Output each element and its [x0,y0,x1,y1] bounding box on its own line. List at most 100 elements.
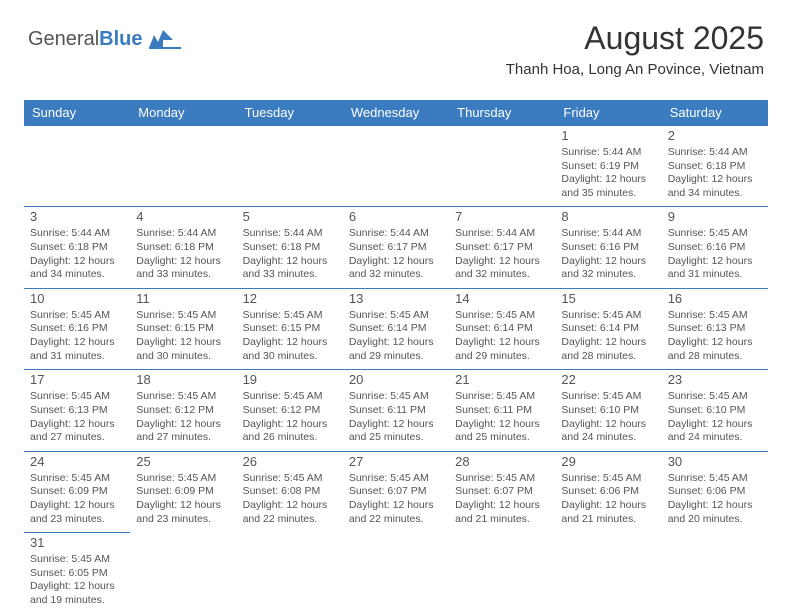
day-number: 8 [561,209,655,226]
calendar-cell: 27Sunrise: 5:45 AMSunset: 6:07 PMDayligh… [343,451,449,532]
day-number: 21 [455,372,549,389]
day-number: 25 [136,454,230,471]
day-header: Friday [555,100,661,126]
sunset-text: Sunset: 6:12 PM [243,404,337,418]
calendar-cell [130,126,236,207]
sunrise-text: Sunrise: 5:45 AM [30,553,124,567]
calendar-cell [237,533,343,614]
sunset-text: Sunset: 6:14 PM [455,322,549,336]
daylight-text: Daylight: 12 hours and 31 minutes. [668,255,762,282]
calendar-week: 1Sunrise: 5:44 AMSunset: 6:19 PMDaylight… [24,126,768,207]
calendar-cell: 1Sunrise: 5:44 AMSunset: 6:19 PMDaylight… [555,126,661,207]
daylight-text: Daylight: 12 hours and 35 minutes. [561,173,655,200]
daylight-text: Daylight: 12 hours and 20 minutes. [668,499,762,526]
sunrise-text: Sunrise: 5:45 AM [349,309,443,323]
header: August 2025 Thanh Hoa, Long An Povince, … [506,20,764,78]
calendar-week: 10Sunrise: 5:45 AMSunset: 6:16 PMDayligh… [24,288,768,369]
day-number: 18 [136,372,230,389]
sunset-text: Sunset: 6:06 PM [561,485,655,499]
daylight-text: Daylight: 12 hours and 28 minutes. [668,336,762,363]
calendar-cell [24,126,130,207]
sunrise-text: Sunrise: 5:45 AM [668,309,762,323]
sunrise-text: Sunrise: 5:45 AM [243,309,337,323]
daylight-text: Daylight: 12 hours and 31 minutes. [30,336,124,363]
sunrise-text: Sunrise: 5:45 AM [561,309,655,323]
day-number: 31 [30,535,124,552]
day-header: Tuesday [237,100,343,126]
daylight-text: Daylight: 12 hours and 30 minutes. [136,336,230,363]
day-number: 17 [30,372,124,389]
day-number: 10 [30,291,124,308]
day-number: 15 [561,291,655,308]
calendar-week: 24Sunrise: 5:45 AMSunset: 6:09 PMDayligh… [24,451,768,532]
daylight-text: Daylight: 12 hours and 29 minutes. [349,336,443,363]
sunrise-text: Sunrise: 5:44 AM [243,227,337,241]
sunset-text: Sunset: 6:18 PM [136,241,230,255]
sunset-text: Sunset: 6:08 PM [243,485,337,499]
calendar-week: 31Sunrise: 5:45 AMSunset: 6:05 PMDayligh… [24,533,768,614]
calendar-cell: 17Sunrise: 5:45 AMSunset: 6:13 PMDayligh… [24,370,130,451]
daylight-text: Daylight: 12 hours and 33 minutes. [243,255,337,282]
sunset-text: Sunset: 6:05 PM [30,567,124,581]
daylight-text: Daylight: 12 hours and 19 minutes. [30,580,124,607]
sunrise-text: Sunrise: 5:45 AM [243,390,337,404]
day-header: Monday [130,100,236,126]
day-number: 2 [668,128,762,145]
daylight-text: Daylight: 12 hours and 27 minutes. [136,418,230,445]
day-number: 1 [561,128,655,145]
sunset-text: Sunset: 6:10 PM [668,404,762,418]
day-number: 14 [455,291,549,308]
calendar-cell: 21Sunrise: 5:45 AMSunset: 6:11 PMDayligh… [449,370,555,451]
sunset-text: Sunset: 6:14 PM [349,322,443,336]
day-number: 26 [243,454,337,471]
calendar-cell: 20Sunrise: 5:45 AMSunset: 6:11 PMDayligh… [343,370,449,451]
sunrise-text: Sunrise: 5:45 AM [668,472,762,486]
daylight-text: Daylight: 12 hours and 21 minutes. [455,499,549,526]
calendar-cell: 5Sunrise: 5:44 AMSunset: 6:18 PMDaylight… [237,207,343,288]
daylight-text: Daylight: 12 hours and 23 minutes. [30,499,124,526]
day-number: 13 [349,291,443,308]
calendar-cell: 22Sunrise: 5:45 AMSunset: 6:10 PMDayligh… [555,370,661,451]
calendar-cell: 18Sunrise: 5:45 AMSunset: 6:12 PMDayligh… [130,370,236,451]
daylight-text: Daylight: 12 hours and 22 minutes. [349,499,443,526]
month-title: August 2025 [506,20,764,57]
calendar-cell: 10Sunrise: 5:45 AMSunset: 6:16 PMDayligh… [24,288,130,369]
sunrise-text: Sunrise: 5:45 AM [455,472,549,486]
calendar-cell: 4Sunrise: 5:44 AMSunset: 6:18 PMDaylight… [130,207,236,288]
sunset-text: Sunset: 6:19 PM [561,160,655,174]
calendar-cell: 12Sunrise: 5:45 AMSunset: 6:15 PMDayligh… [237,288,343,369]
sunrise-text: Sunrise: 5:45 AM [561,472,655,486]
calendar-cell [449,126,555,207]
calendar-week: 17Sunrise: 5:45 AMSunset: 6:13 PMDayligh… [24,370,768,451]
sunset-text: Sunset: 6:16 PM [30,322,124,336]
calendar-cell: 15Sunrise: 5:45 AMSunset: 6:14 PMDayligh… [555,288,661,369]
sunset-text: Sunset: 6:07 PM [455,485,549,499]
daylight-text: Daylight: 12 hours and 34 minutes. [668,173,762,200]
sunset-text: Sunset: 6:11 PM [455,404,549,418]
daylight-text: Daylight: 12 hours and 21 minutes. [561,499,655,526]
day-number: 5 [243,209,337,226]
sunrise-text: Sunrise: 5:45 AM [668,390,762,404]
daylight-text: Daylight: 12 hours and 24 minutes. [668,418,762,445]
sunrise-text: Sunrise: 5:45 AM [30,390,124,404]
day-header-row: SundayMondayTuesdayWednesdayThursdayFrid… [24,100,768,126]
calendar-cell: 6Sunrise: 5:44 AMSunset: 6:17 PMDaylight… [343,207,449,288]
day-number: 12 [243,291,337,308]
calendar-cell: 26Sunrise: 5:45 AMSunset: 6:08 PMDayligh… [237,451,343,532]
day-number: 19 [243,372,337,389]
sunrise-text: Sunrise: 5:45 AM [30,309,124,323]
sunrise-text: Sunrise: 5:45 AM [136,390,230,404]
sunset-text: Sunset: 6:12 PM [136,404,230,418]
calendar-cell: 28Sunrise: 5:45 AMSunset: 6:07 PMDayligh… [449,451,555,532]
calendar-cell: 24Sunrise: 5:45 AMSunset: 6:09 PMDayligh… [24,451,130,532]
day-number: 11 [136,291,230,308]
sunrise-text: Sunrise: 5:44 AM [561,227,655,241]
sunrise-text: Sunrise: 5:45 AM [455,309,549,323]
day-number: 28 [455,454,549,471]
day-number: 4 [136,209,230,226]
sunrise-text: Sunrise: 5:45 AM [668,227,762,241]
daylight-text: Daylight: 12 hours and 23 minutes. [136,499,230,526]
sunset-text: Sunset: 6:15 PM [136,322,230,336]
sunrise-text: Sunrise: 5:44 AM [30,227,124,241]
calendar-week: 3Sunrise: 5:44 AMSunset: 6:18 PMDaylight… [24,207,768,288]
